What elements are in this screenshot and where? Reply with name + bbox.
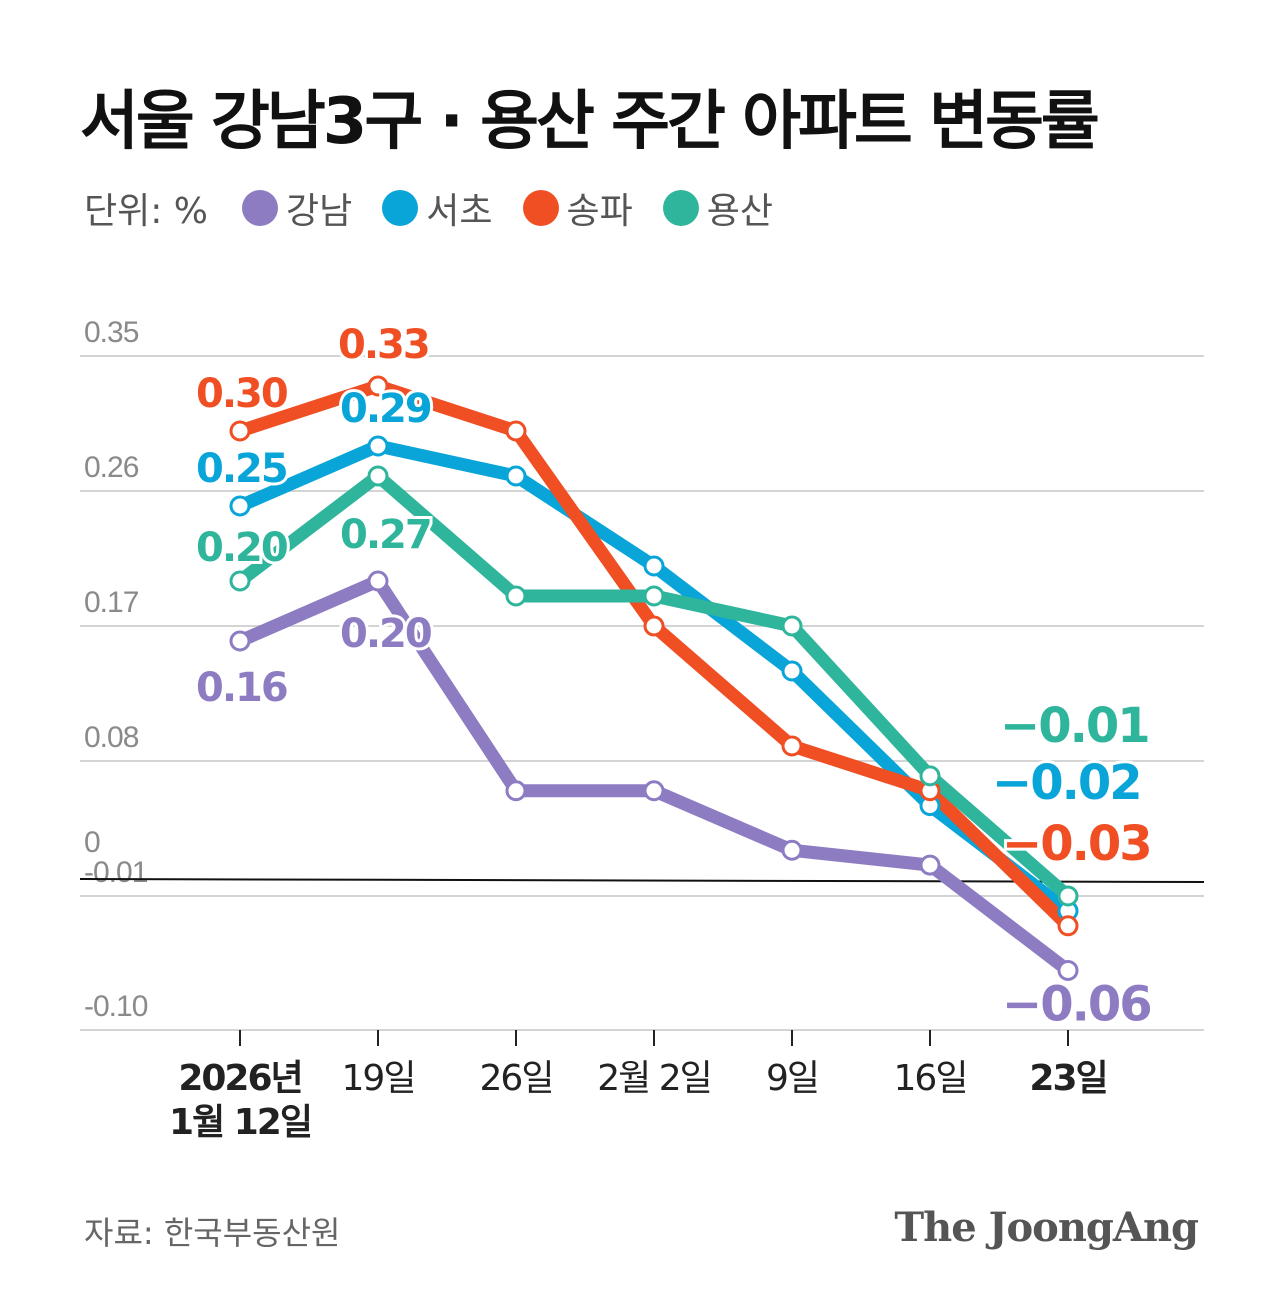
y-tick-label: -0.01: [84, 856, 148, 889]
brand-logo: The JoongAng: [894, 1204, 1199, 1251]
data-label-0-0: 0.16: [196, 665, 287, 711]
source-note: 자료: 한국부동산원: [84, 1214, 341, 1252]
data-label-2-6: −0.03: [1002, 816, 1151, 872]
y-tick-label: 0.17: [84, 586, 139, 619]
chart-title: 서울 강남3구 · 용산 주간 아파트 변동률: [80, 85, 1100, 159]
line-chart: 0.35 0.26 0.17 0.08 0-0.01 -0.10 0.16 0.20 −0.0…: [79, 316, 1205, 1143]
x-tick-label: 26일: [480, 1058, 553, 1099]
y-tick-label: 0.08: [84, 721, 139, 754]
legend-item-songpa: 송파: [522, 182, 633, 234]
data-point-0-5: [919, 854, 941, 876]
legend-label-gangnam: 강남: [286, 191, 353, 232]
series-layer: [229, 375, 1079, 981]
data-label-3-0: 0.20: [196, 525, 287, 571]
y-tick-label: 0.26: [84, 451, 139, 484]
legend-item-seocho: 서초: [382, 182, 493, 234]
data-point-0-0: [229, 630, 251, 652]
unit-label: 단위: %: [84, 191, 209, 232]
data-point-3-1: [367, 465, 389, 487]
data-label-3-1: 0.27: [340, 512, 431, 558]
data-point-1-4: [781, 660, 803, 682]
data-point-3-0: [229, 570, 251, 592]
legend-dot-songpa: [522, 190, 559, 226]
data-label-2-1: 0.33: [338, 322, 429, 368]
data-point-0-1: [367, 570, 389, 592]
data-point-2-1: [367, 375, 389, 397]
legend-dot-gangnam: [242, 190, 279, 226]
data-point-0-2: [505, 780, 527, 802]
data-point-1-2: [505, 465, 527, 487]
data-label-1-1: 0.29: [340, 386, 431, 432]
x-tick-label: 23일: [1029, 1058, 1106, 1099]
data-label-2-0: 0.30: [196, 371, 287, 417]
data-point-0-3: [643, 780, 665, 802]
x-tick-label: 9일: [766, 1058, 818, 1099]
legend-label-songpa: 송파: [566, 191, 633, 232]
data-point-2-0: [229, 420, 251, 442]
data-point-2-4: [781, 735, 803, 757]
data-point-3-2: [505, 585, 527, 607]
legend-label-yongsan: 용산: [706, 191, 774, 232]
data-point-0-4: [781, 839, 803, 861]
data-point-3-4: [781, 615, 803, 637]
x-tick-label: 19일: [342, 1058, 415, 1099]
data-label-1-6: −0.02: [992, 755, 1141, 811]
legend-label-seocho: 서초: [426, 191, 493, 232]
data-label-0-6: −0.06: [1002, 976, 1151, 1032]
legend-item-yongsan: 용산: [662, 182, 774, 234]
data-point-2-6: [1057, 915, 1079, 937]
data-point-3-3: [643, 585, 665, 607]
x-tick-label: 16일: [894, 1058, 967, 1099]
data-point-3-6: [1057, 885, 1079, 907]
data-point-2-2: [505, 420, 527, 442]
y-tick-label: 0: [84, 826, 100, 859]
data-point-0-6: [1057, 959, 1079, 981]
legend-dot-yongsan: [662, 190, 699, 226]
legend-dot-seocho: [382, 190, 419, 226]
legend: 단위: % 강남 서초 송파 용산: [84, 182, 803, 234]
y-tick-label: -0.10: [84, 990, 148, 1023]
data-point-1-1: [367, 435, 389, 457]
data-point-1-3: [643, 555, 665, 577]
x-axis: 2026년 1월 12일 19일 26일 2월 2일 9일 16일 23일: [169, 1030, 1109, 1143]
data-label-0-1: 0.20: [340, 611, 431, 657]
data-point-3-5: [919, 765, 941, 787]
data-point-1-0: [229, 495, 251, 517]
data-point-2-3: [643, 615, 665, 637]
data-label-1-0: 0.25: [196, 446, 287, 492]
x-tick-label: 2월 2일: [597, 1058, 711, 1099]
label-layer: 0.16 0.20 −0.06 0.25 0.29 −0.02 0.30 0.33 −0.03 0…: [193, 319, 1156, 1035]
data-label-3-6: −0.01: [1000, 698, 1149, 754]
grid-layer: 0.35 0.26 0.17 0.08 0-0.01 -0.10: [79, 316, 1205, 1031]
x-tick-label: 2026년 1월 12일: [169, 1058, 311, 1143]
y-tick-label: 0.35: [84, 316, 139, 349]
legend-item-gangnam: 강남: [242, 182, 352, 234]
